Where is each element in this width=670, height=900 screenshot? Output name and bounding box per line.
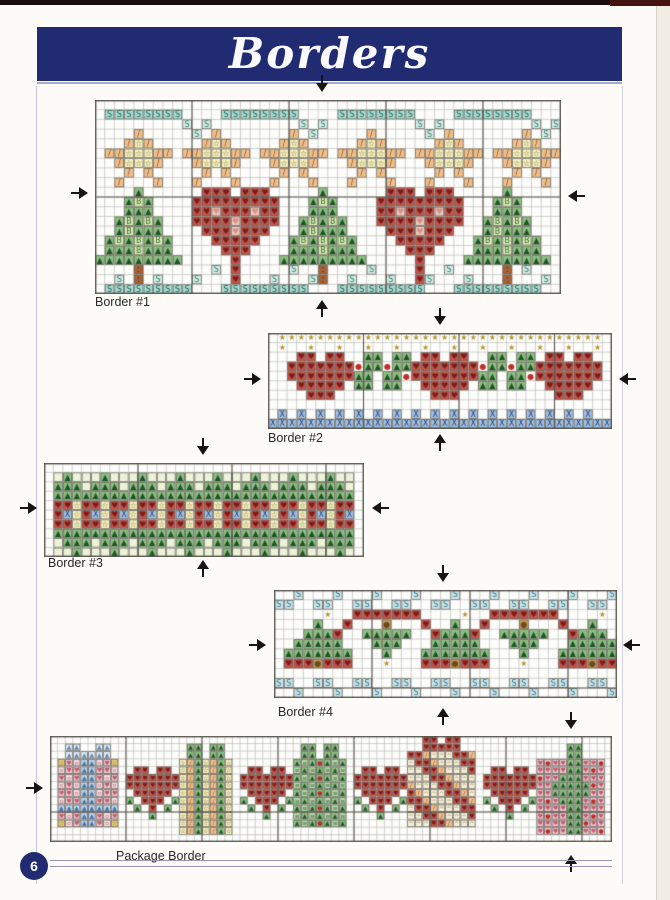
scan-top-strip-corner — [610, 0, 670, 6]
border-chart-5 — [50, 736, 612, 842]
center-marker-arrow — [71, 187, 88, 199]
border-label: Border #4 — [278, 705, 333, 719]
center-marker-arrow — [372, 502, 389, 514]
header-banner: Borders — [37, 27, 622, 81]
center-marker-arrow — [316, 75, 328, 92]
border-chart-3 — [44, 463, 364, 557]
border-chart-2 — [268, 333, 612, 429]
border-label: Border #1 — [95, 295, 150, 309]
center-marker-arrow — [316, 300, 328, 317]
scan-top-strip — [0, 0, 670, 5]
right-margin-rule — [622, 86, 623, 884]
border-chart-1 — [95, 100, 561, 294]
page-title: Borders — [228, 29, 431, 78]
center-marker-arrow — [437, 565, 449, 582]
page-number-badge: 6 — [20, 852, 48, 880]
center-marker-arrow — [249, 639, 266, 651]
center-marker-arrow — [20, 502, 37, 514]
center-marker-arrow — [565, 855, 577, 872]
center-marker-arrow — [565, 712, 577, 729]
border-chart-4 — [274, 590, 617, 698]
center-marker-arrow — [437, 708, 449, 725]
center-marker-arrow — [197, 560, 209, 577]
footer-rule — [50, 866, 612, 867]
center-marker-arrow — [623, 639, 640, 651]
center-marker-arrow — [568, 190, 585, 202]
border-label: Package Border — [116, 849, 206, 863]
border-label: Border #2 — [268, 431, 323, 445]
page-edge-line — [656, 0, 657, 900]
center-marker-arrow — [197, 438, 209, 455]
banner-underline — [37, 82, 622, 84]
footer-rule — [50, 860, 612, 861]
center-marker-arrow — [434, 434, 446, 451]
border-label: Border #3 — [48, 556, 103, 570]
center-marker-arrow — [244, 373, 261, 385]
center-marker-arrow — [619, 373, 636, 385]
center-marker-arrow — [434, 308, 446, 325]
left-margin-rule — [36, 86, 37, 884]
center-marker-arrow — [26, 782, 43, 794]
